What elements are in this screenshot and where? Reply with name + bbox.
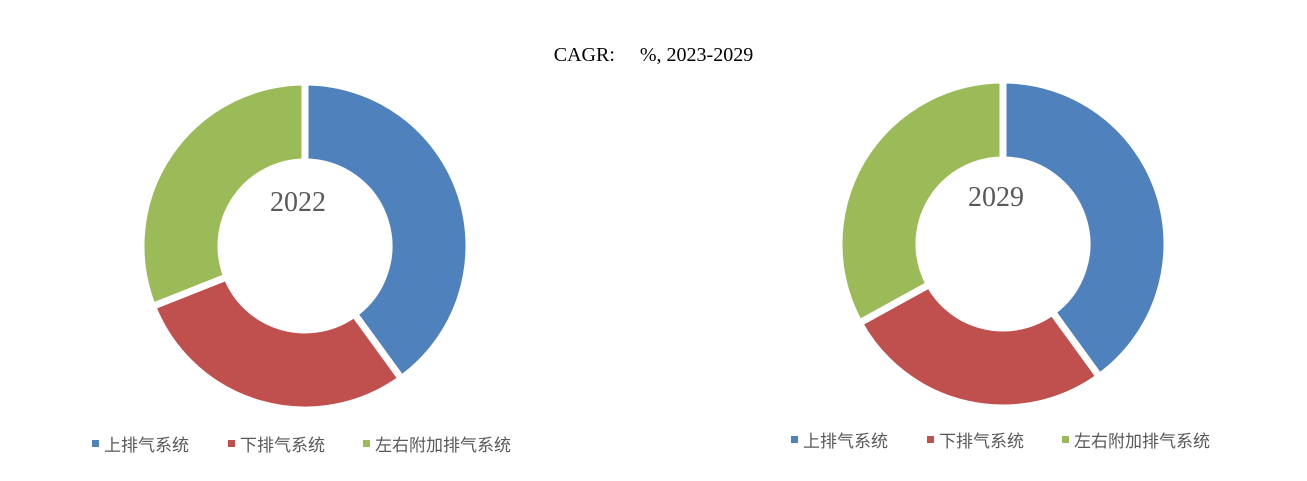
legend-swatch-3 [363,440,370,447]
legend-swatch-1 [791,436,798,443]
legend-label-2: 下排气系统 [939,432,1024,452]
donut-center-label: 2022 [270,187,326,218]
legend-swatch-2 [927,436,934,443]
legend-label-1: 上排气系统 [104,436,189,456]
donut-chart-2022: 2022 上排气系统 下排气系统 左右附加排气系统 [92,78,511,456]
donut-slice-2 [147,272,407,414]
donut-center-label: 2029 [968,182,1024,213]
legend-swatch-2 [228,440,235,447]
legend-swatch-3 [1062,436,1069,443]
legend-label-3: 左右附加排气系统 [1074,432,1210,452]
donut-slice-1 [301,78,473,384]
donut-chart-2029: 2029 上排气系统 下排气系统 左右附加排气系统 [791,76,1210,452]
legend-label-3: 左右附加排气系统 [375,436,511,456]
donut-slice-3 [137,78,309,311]
donut-slice-1 [999,76,1171,382]
legend-label-1: 上排气系统 [803,432,888,452]
legend-label-2: 下排气系统 [240,436,325,456]
donut-slice-3 [835,76,1007,328]
donut-slice-2 [854,279,1105,412]
chart-subtitle: CAGR: %, 2023-2029 [553,44,754,66]
legend-swatch-1 [92,440,99,447]
